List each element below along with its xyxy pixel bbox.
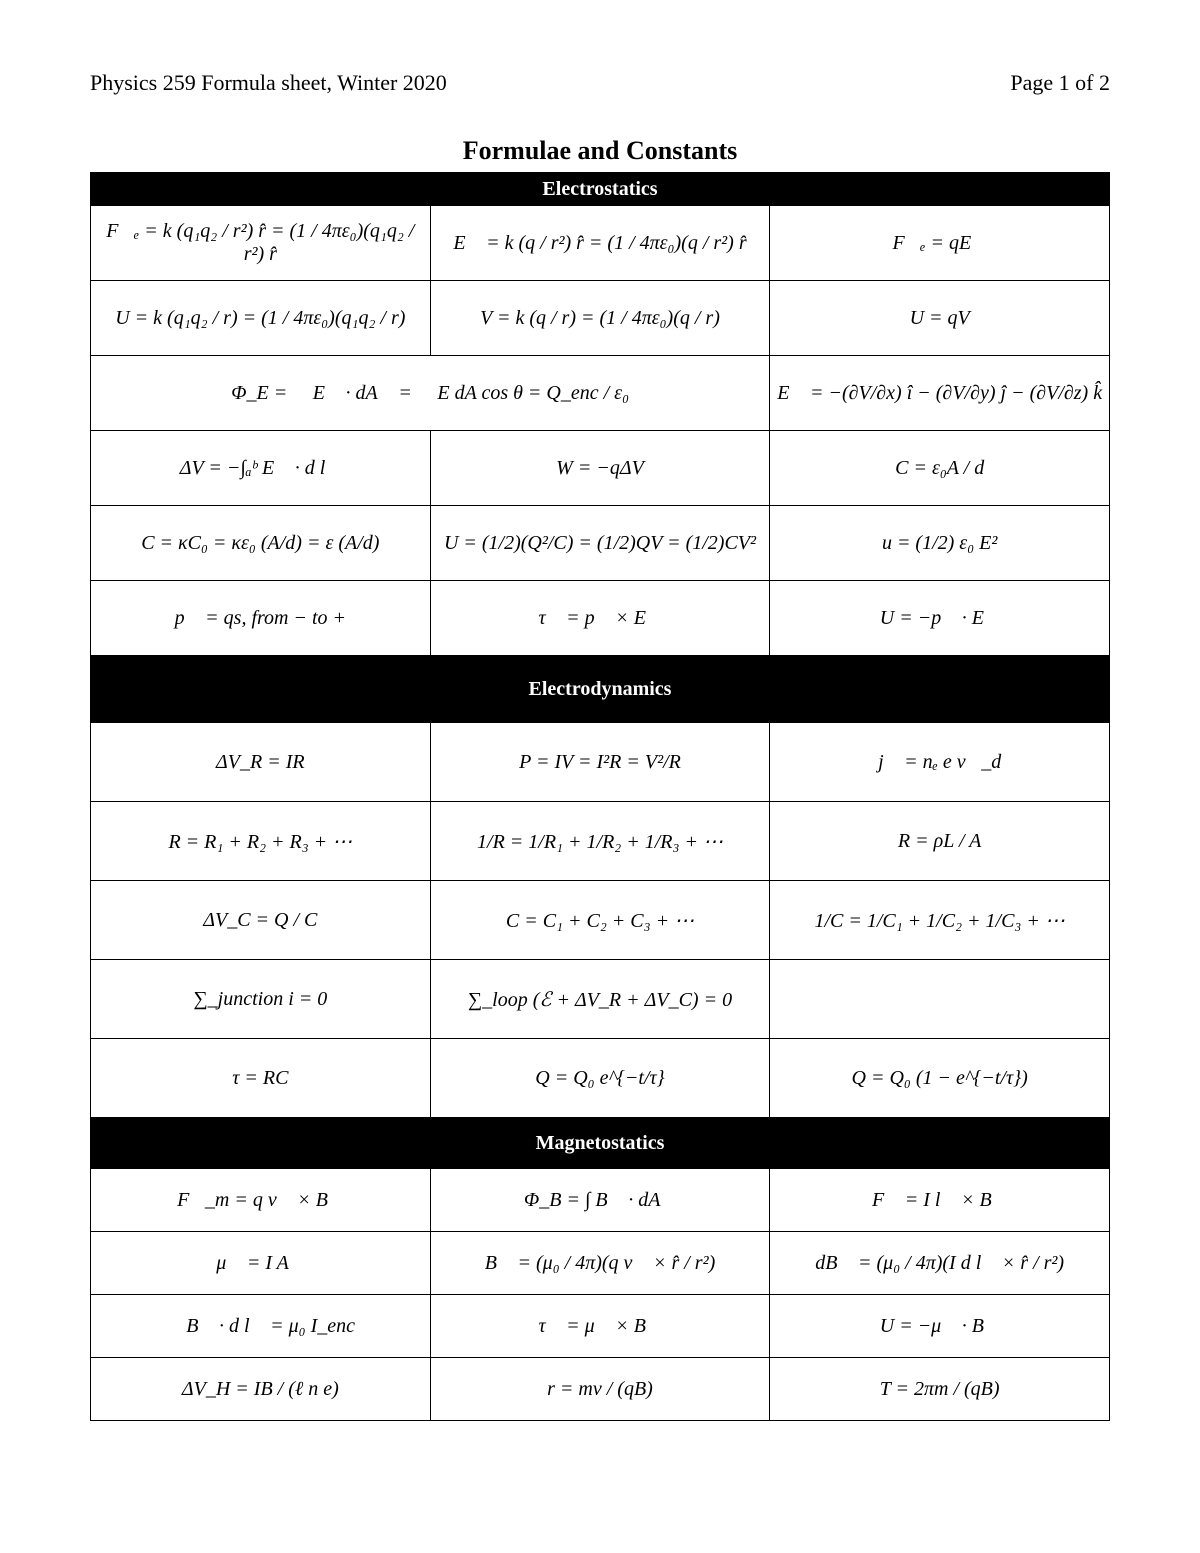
formula-cell: τ = RC [91, 1039, 431, 1118]
formula-cell: W = −qΔV [430, 431, 770, 506]
section-electrodynamics: Electrodynamics ΔV_R = IR P = IV = I²R =… [91, 656, 1110, 1118]
table-row: ΔV = −∫ₐᵇ E⃗ · d l⃗ W = −qΔV C = ε₀A / d [91, 431, 1110, 506]
table-row: R = R₁ + R₂ + R₃ + ⋯ 1/R = 1/R₁ + 1/R₂ +… [91, 802, 1110, 881]
table-row: ∮ B⃗ · d l⃗ = μ₀ I_enc τ⃗ = μ⃗ × B⃗ U = … [91, 1295, 1110, 1358]
formula-cell: 1/R = 1/R₁ + 1/R₂ + 1/R₃ + ⋯ [430, 802, 770, 881]
formula-cell: E⃗ = −(∂V/∂x) î − (∂V/∂y) ĵ − (∂V/∂z) k̂ [770, 356, 1110, 431]
table-row: p⃗ = qs, from − to + τ⃗ = p⃗ × E⃗ U = −p… [91, 581, 1110, 656]
formula-cell: U = k (q₁q₂ / r) = (1 / 4πε₀)(q₁q₂ / r) [91, 281, 431, 356]
section-header-magnetostatics: Magnetostatics [91, 1118, 1110, 1169]
formula-cell: ∑_loop (ℰ + ΔV_R + ΔV_C) = 0 [430, 960, 770, 1039]
table-row: ∑_junction i = 0 ∑_loop (ℰ + ΔV_R + ΔV_C… [91, 960, 1110, 1039]
formula-cell [770, 960, 1110, 1039]
formula-cell: ΔV_C = Q / C [91, 881, 431, 960]
formula-cell: ∮ B⃗ · d l⃗ = μ₀ I_enc [91, 1295, 431, 1358]
formula-cell: U = −p⃗ · E⃗ [770, 581, 1110, 656]
table-row: F⃗ₑ = k (q₁q₂ / r²) r̂ = (1 / 4πε₀)(q₁q₂… [91, 206, 1110, 281]
formula-cell: V = k (q / r) = (1 / 4πε₀)(q / r) [430, 281, 770, 356]
formula-cell: dB⃗ = (μ₀ / 4π)(I d l⃗ × r̂ / r²) [770, 1232, 1110, 1295]
section-header-electrodynamics: Electrodynamics [91, 656, 1110, 723]
formula-cell: 1/C = 1/C₁ + 1/C₂ + 1/C₃ + ⋯ [770, 881, 1110, 960]
formula-cell: u = (1/2) ε₀ E² [770, 506, 1110, 581]
formula-cell: U = qV [770, 281, 1110, 356]
formula-cell: Φ_B = ∫ B⃗ · dA⃗ [430, 1169, 770, 1232]
table-row: ΔV_H = IB / (ℓ n e) r = mv / (qB) T = 2π… [91, 1358, 1110, 1421]
formula-cell: ∑_junction i = 0 [91, 960, 431, 1039]
formula-cell: F⃗_m = q v⃗ × B⃗ [91, 1169, 431, 1232]
section-header-electrostatics: Electrostatics [91, 173, 1110, 206]
formula-cell: R = ρL / A [770, 802, 1110, 881]
formula-cell: C = ε₀A / d [770, 431, 1110, 506]
table-row: τ = RC Q = Q₀ e^{−t/τ} Q = Q₀ (1 − e^{−t… [91, 1039, 1110, 1118]
table-row: ΔV_R = IR P = IV = I²R = V²/R j⃗ = nₑ e … [91, 723, 1110, 802]
formula-cell: τ⃗ = p⃗ × E⃗ [430, 581, 770, 656]
formula-cell: p⃗ = qs, from − to + [91, 581, 431, 656]
formula-cell: Q = Q₀ e^{−t/τ} [430, 1039, 770, 1118]
page-header: Physics 259 Formula sheet, Winter 2020 P… [90, 70, 1110, 96]
formula-cell: r = mv / (qB) [430, 1358, 770, 1421]
formula-cell: ΔV_R = IR [91, 723, 431, 802]
formula-cell: U = −μ⃗ · B⃗ [770, 1295, 1110, 1358]
formula-cell: τ⃗ = μ⃗ × B⃗ [430, 1295, 770, 1358]
formula-cell: F⃗ = I l⃗ × B⃗ [770, 1169, 1110, 1232]
formula-cell: C = κC₀ = κε₀ (A/d) = ε (A/d) [91, 506, 431, 581]
table-row: μ⃗ = I A⃗ B⃗ = (μ₀ / 4π)(q v⃗ × r̂ / r²)… [91, 1232, 1110, 1295]
formula-cell: U = (1/2)(Q²/C) = (1/2)QV = (1/2)CV² [430, 506, 770, 581]
formula-cell: C = C₁ + C₂ + C₃ + ⋯ [430, 881, 770, 960]
formula-cell: Φ_E = ∯ E⃗ · dA⃗ = ∯ E dA cos θ = Q_enc … [91, 356, 770, 431]
formula-cell: ΔV = −∫ₐᵇ E⃗ · d l⃗ [91, 431, 431, 506]
header-left: Physics 259 Formula sheet, Winter 2020 [90, 70, 447, 96]
formula-cell: P = IV = I²R = V²/R [430, 723, 770, 802]
table-row: ΔV_C = Q / C C = C₁ + C₂ + C₃ + ⋯ 1/C = … [91, 881, 1110, 960]
formula-cell: Q = Q₀ (1 − e^{−t/τ}) [770, 1039, 1110, 1118]
header-right: Page 1 of 2 [1010, 70, 1110, 96]
formula-cell: F⃗ₑ = k (q₁q₂ / r²) r̂ = (1 / 4πε₀)(q₁q₂… [91, 206, 431, 281]
section-electrostatics: Electrostatics F⃗ₑ = k (q₁q₂ / r²) r̂ = … [91, 173, 1110, 656]
formula-cell: μ⃗ = I A⃗ [91, 1232, 431, 1295]
formula-cell: T = 2πm / (qB) [770, 1358, 1110, 1421]
formula-cell: j⃗ = nₑ e v⃗_d [770, 723, 1110, 802]
formula-cell: B⃗ = (μ₀ / 4π)(q v⃗ × r̂ / r²) [430, 1232, 770, 1295]
formula-cell: F⃗ₑ = qE⃗ [770, 206, 1110, 281]
formula-cell: R = R₁ + R₂ + R₃ + ⋯ [91, 802, 431, 881]
table-row: C = κC₀ = κε₀ (A/d) = ε (A/d) U = (1/2)(… [91, 506, 1110, 581]
section-magnetostatics: Magnetostatics F⃗_m = q v⃗ × B⃗ Φ_B = ∫ … [91, 1118, 1110, 1421]
formula-table: Electrostatics F⃗ₑ = k (q₁q₂ / r²) r̂ = … [90, 172, 1110, 1421]
table-row: U = k (q₁q₂ / r) = (1 / 4πε₀)(q₁q₂ / r) … [91, 281, 1110, 356]
formula-cell: E⃗ = k (q / r²) r̂ = (1 / 4πε₀)(q / r²) … [430, 206, 770, 281]
table-row: Φ_E = ∯ E⃗ · dA⃗ = ∯ E dA cos θ = Q_enc … [91, 356, 1110, 431]
page-title: Formulae and Constants [90, 136, 1110, 166]
formula-cell: ΔV_H = IB / (ℓ n e) [91, 1358, 431, 1421]
table-row: F⃗_m = q v⃗ × B⃗ Φ_B = ∫ B⃗ · dA⃗ F⃗ = I… [91, 1169, 1110, 1232]
page: Physics 259 Formula sheet, Winter 2020 P… [0, 0, 1200, 1553]
